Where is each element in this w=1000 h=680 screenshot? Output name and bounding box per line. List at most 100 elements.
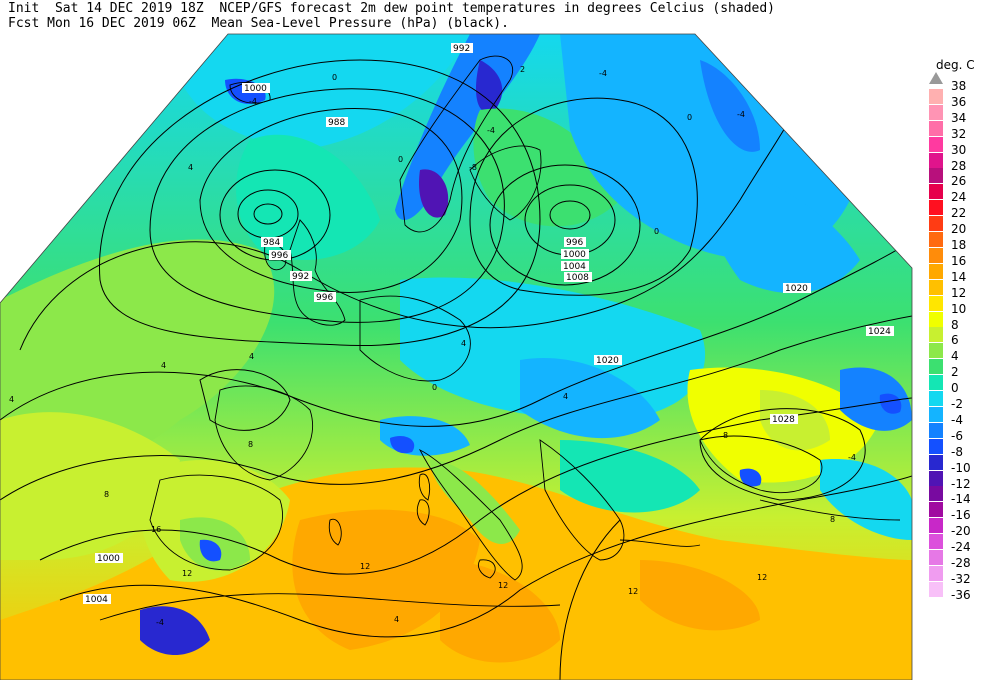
dewpoint-label: -8 <box>469 163 477 172</box>
isobar-label: 996 <box>566 238 583 248</box>
dewpoint-label: 8 <box>248 440 253 449</box>
isobar-labels: 992 1000 988 984 996 992 996 996 1000 10… <box>83 43 894 605</box>
isobar-label: 984 <box>263 238 280 248</box>
legend-entry: -10 <box>929 454 999 475</box>
legend-entry: 2 <box>929 359 999 380</box>
legend-label: -20 <box>951 524 971 539</box>
legend-triangle-icon <box>929 72 943 84</box>
legend-entry: -12 <box>929 470 999 491</box>
legend-swatch <box>929 136 943 152</box>
dewpoint-label: 12 <box>628 587 638 596</box>
legend-label: 28 <box>951 158 967 173</box>
dewpoint-label: 4 <box>461 339 466 348</box>
dewpoint-label: 0 <box>654 227 659 236</box>
dewpoint-label: -4 <box>156 618 164 627</box>
legend-entry: -8 <box>929 438 999 459</box>
isobar-label: 992 <box>453 44 470 54</box>
legend-label: -32 <box>951 571 971 586</box>
isobar-label: 1020 <box>596 356 619 366</box>
legend-swatch <box>929 263 943 279</box>
dewpoint-label: 4 <box>9 395 14 404</box>
isobar-label: 1028 <box>772 415 795 425</box>
legend-label: 14 <box>951 269 967 284</box>
legend-swatch <box>929 375 943 391</box>
legend-entry: -16 <box>929 502 999 522</box>
legend-swatch <box>929 216 943 232</box>
legend-label: 8 <box>951 317 959 332</box>
legend-label: 10 <box>951 301 967 316</box>
isobar-label: 1000 <box>97 554 120 564</box>
legend-label: 16 <box>951 253 967 268</box>
legend-swatch <box>929 295 943 311</box>
legend-swatch <box>929 550 943 565</box>
legend-entry: -2 <box>929 391 999 411</box>
dewpoint-label: 12 <box>182 569 192 578</box>
dewpoint-label: -4 <box>249 97 257 106</box>
legend-entry: 26 <box>929 168 999 189</box>
legend-entry: 20 <box>929 216 999 236</box>
legend-entry: -20 <box>929 518 999 539</box>
isobar-label: 992 <box>292 272 309 282</box>
legend-label: 18 <box>951 238 967 252</box>
legend-label: 24 <box>951 190 967 205</box>
dewpoint-label: 4 <box>188 163 193 172</box>
legend-label: 2 <box>951 365 959 380</box>
legend-swatch <box>929 454 943 470</box>
legend-swatch <box>929 152 943 168</box>
legend-entry: 38 <box>929 79 999 93</box>
legend-entry: -6 <box>929 422 999 443</box>
legend-swatch <box>929 327 943 343</box>
isobar-label: 996 <box>316 293 333 303</box>
isobar-label: 1000 <box>563 250 586 260</box>
legend-label: 26 <box>951 174 967 189</box>
legend-swatch <box>929 247 943 263</box>
legend-label: -2 <box>951 397 963 411</box>
legend-label: 0 <box>951 381 959 396</box>
legend-entry: 4 <box>929 343 999 364</box>
legend-entry: 14 <box>929 263 999 284</box>
dewpoint-label: -4 <box>848 453 856 462</box>
dewpoint-label: 0 <box>398 155 403 164</box>
legend-label: -6 <box>951 428 963 443</box>
legend-title: deg. C <box>936 58 975 72</box>
isobar-label: 1004 <box>563 262 586 272</box>
coastlines <box>99 55 901 621</box>
legend-entry: 32 <box>929 120 999 141</box>
legend-entry: 30 <box>929 136 999 157</box>
dewpoint-label: 12 <box>360 562 370 571</box>
legend-label: -28 <box>951 556 971 570</box>
legend-swatch <box>929 120 943 136</box>
legend-label: -4 <box>951 412 963 427</box>
legend-swatch <box>929 232 943 247</box>
legend-label: 6 <box>951 333 959 348</box>
legend-label: -8 <box>951 444 963 459</box>
dewpoint-label: 0 <box>687 113 692 122</box>
legend-swatch <box>929 359 943 375</box>
legend-entry: 10 <box>929 295 999 316</box>
legend-swatch <box>929 470 943 486</box>
legend-label: -14 <box>951 492 971 507</box>
legend-swatch <box>929 279 943 295</box>
dewpoint-label: 4 <box>394 615 399 624</box>
legend-swatch <box>929 88 943 104</box>
dewpoint-label: -4 <box>599 69 607 78</box>
legend-swatch <box>929 581 943 597</box>
legend-label: 12 <box>951 285 967 300</box>
dewpoint-label: 8 <box>723 431 728 440</box>
legend-label: 4 <box>951 349 959 364</box>
dewpoint-label: 8 <box>104 490 109 499</box>
legend-entry: 22 <box>929 200 999 220</box>
legend-entry: 16 <box>929 247 999 268</box>
legend-swatch <box>929 422 943 438</box>
isobar-label: 996 <box>271 251 288 261</box>
isobar-label: 1000 <box>244 84 267 94</box>
legend-entry: -36 <box>929 581 999 602</box>
legend-swatch <box>929 391 943 406</box>
dewpoint-label: 4 <box>161 361 166 370</box>
isobar-label: 1004 <box>85 595 108 605</box>
legend-entry: -4 <box>929 406 999 427</box>
legend-entry: 24 <box>929 184 999 205</box>
legend-swatch <box>929 406 943 422</box>
legend-label: -24 <box>951 540 971 555</box>
legend-entry: -28 <box>929 550 999 570</box>
